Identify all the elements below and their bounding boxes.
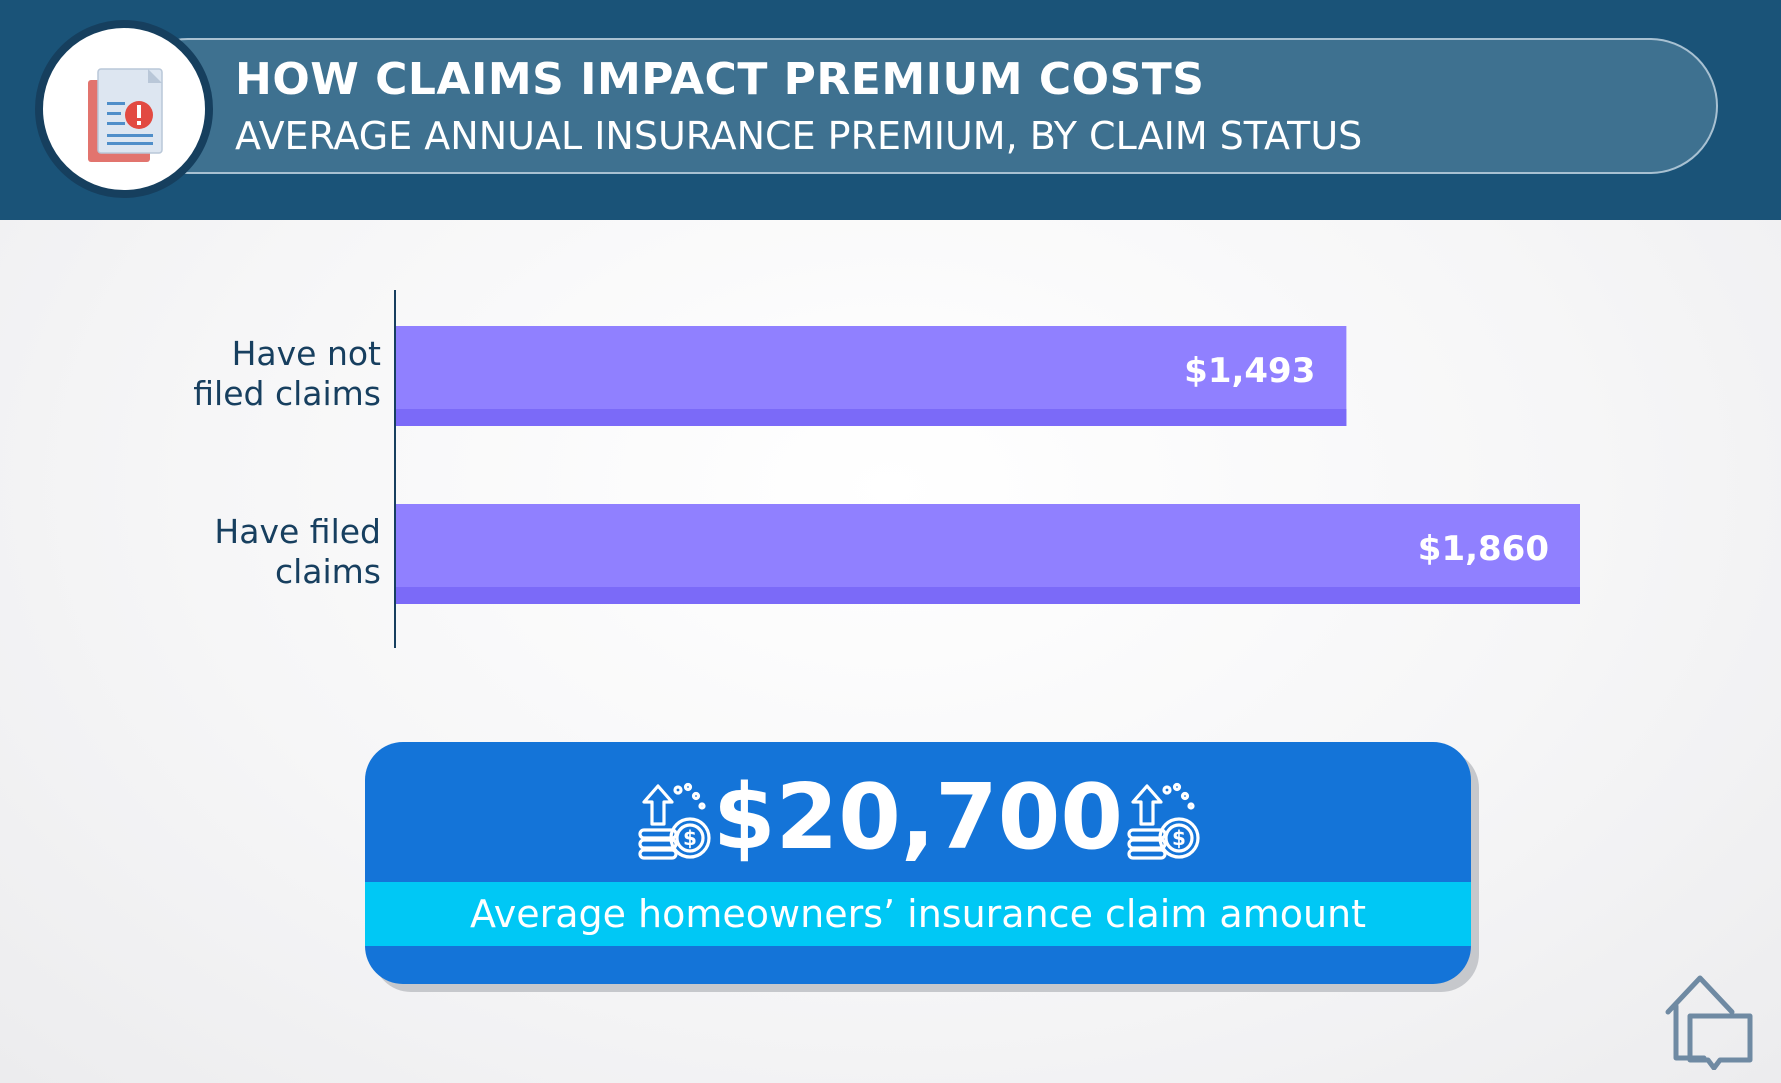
header-icon-badge (35, 20, 213, 198)
category-label-1-1: claims (275, 552, 381, 591)
document-alert-icon (88, 68, 163, 162)
header-pill (120, 38, 1718, 174)
svg-text:$: $ (1172, 826, 1186, 850)
category-label-0-1: filed claims (193, 374, 381, 413)
money-up-icon: $ (638, 782, 711, 860)
bar-value-label-1: $1,860 (1418, 529, 1549, 569)
svg-text:$: $ (683, 826, 697, 850)
stat-caption-band: Average homeowners’ insurance claim amou… (365, 882, 1471, 946)
house-logo-icon (1665, 975, 1753, 1070)
stat-caption: Average homeowners’ insurance claim amou… (469, 892, 1367, 936)
stat-card: $ $20,700 $ Average homeowners’ insuranc… (365, 742, 1471, 984)
page-title: HOW CLAIMS IMPACT PREMIUM COSTS (235, 54, 1205, 105)
stat-value: $20,700 (713, 765, 1123, 870)
bar-value-label-0: $1,493 (1184, 351, 1315, 391)
category-label-0-0: Have not (232, 334, 381, 373)
bar-shade-0 (396, 409, 1347, 426)
bar-shade-1 (396, 587, 1580, 604)
header-banner: HOW CLAIMS IMPACT PREMIUM COSTS AVERAGE … (0, 0, 1781, 220)
category-label-1-0: Have filed (214, 512, 381, 551)
page-subtitle: AVERAGE ANNUAL INSURANCE PREMIUM, BY CLA… (235, 114, 1363, 158)
money-up-icon: $ (1127, 782, 1200, 860)
